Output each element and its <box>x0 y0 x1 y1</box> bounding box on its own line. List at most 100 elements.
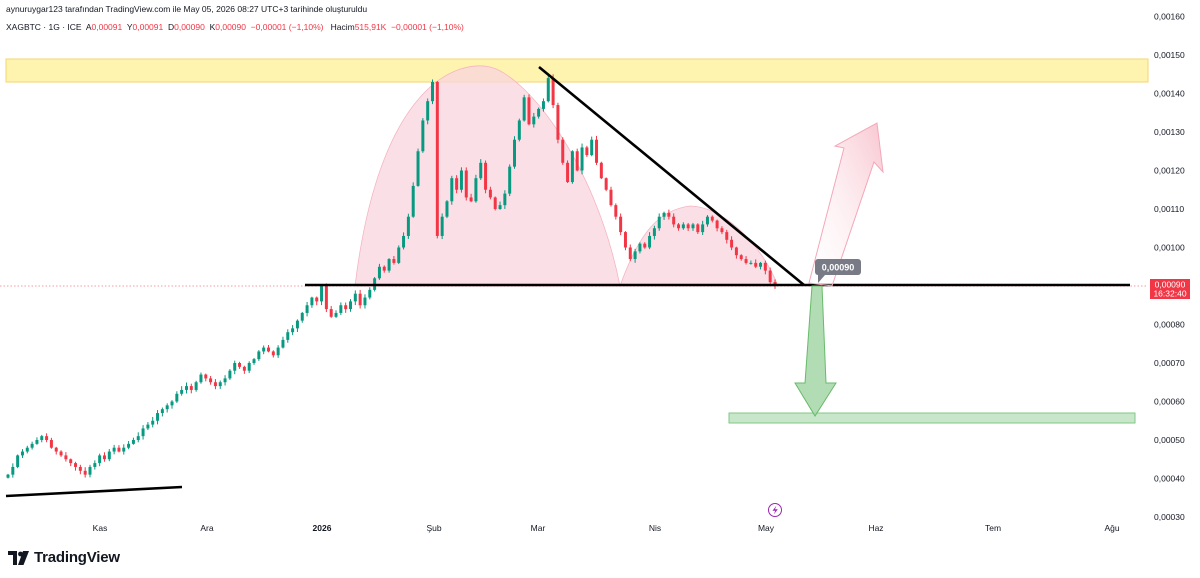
target-zone[interactable] <box>728 412 1136 424</box>
candle-up[interactable] <box>93 463 97 467</box>
candle-down[interactable] <box>315 297 319 302</box>
candle-down[interactable] <box>696 224 700 233</box>
candle-up[interactable] <box>295 320 299 329</box>
candle-up[interactable] <box>517 120 521 140</box>
candle-up[interactable] <box>160 409 164 414</box>
candle-up[interactable] <box>416 151 420 186</box>
candle-up[interactable] <box>20 451 24 456</box>
candle-up[interactable] <box>440 216 444 236</box>
candle-down[interactable] <box>556 105 560 140</box>
candle-down[interactable] <box>484 162 488 190</box>
candle-up[interactable] <box>546 78 550 102</box>
candle-down[interactable] <box>488 189 492 198</box>
candle-down[interactable] <box>599 162 603 179</box>
price-axis[interactable]: 0,00160 0,00150 0,00140 0,00130 0,00120 0,001… <box>1154 12 1185 523</box>
candle-up[interactable] <box>705 216 709 225</box>
candle-down[interactable] <box>49 440 53 448</box>
candle-down[interactable] <box>213 382 217 387</box>
candle-up[interactable] <box>252 359 256 363</box>
candle-up[interactable] <box>25 447 29 452</box>
candle-up[interactable] <box>474 178 478 202</box>
candle-up[interactable] <box>377 266 381 279</box>
candle-up[interactable] <box>522 97 526 121</box>
candle-up[interactable] <box>98 455 102 464</box>
candle-up[interactable] <box>184 386 188 390</box>
candle-up[interactable] <box>450 178 454 202</box>
candle-down[interactable] <box>744 259 748 263</box>
candle-down[interactable] <box>59 451 63 456</box>
candle-down[interactable] <box>78 466 82 471</box>
candle-up[interactable] <box>247 363 251 371</box>
candle-up[interactable] <box>363 297 367 306</box>
candle-up[interactable] <box>175 393 179 402</box>
candle-up[interactable] <box>638 243 642 252</box>
tradingview-logo[interactable]: TradingView <box>8 549 120 566</box>
candle-down[interactable] <box>209 378 213 383</box>
candle-up[interactable] <box>580 147 584 171</box>
candle-down[interactable] <box>204 374 208 379</box>
candle-down[interactable] <box>435 81 439 236</box>
candle-up[interactable] <box>291 328 295 333</box>
candle-down[interactable] <box>455 178 459 190</box>
candle-up[interactable] <box>570 151 574 183</box>
candle-up[interactable] <box>368 289 372 298</box>
candle-down[interactable] <box>527 97 531 125</box>
candle-down[interactable] <box>102 455 106 460</box>
candle-down[interactable] <box>754 262 758 267</box>
candle-up[interactable] <box>310 297 314 306</box>
candle-up[interactable] <box>513 139 517 167</box>
time-axis[interactable]: Kas Ara 2026 Şub Mar Nis May Haz Tem Ağu <box>93 523 1120 533</box>
candle-up[interactable] <box>459 170 463 190</box>
candle-up[interactable] <box>141 428 145 437</box>
candle-up[interactable] <box>749 262 753 264</box>
candle-down[interactable] <box>715 220 719 229</box>
candle-up[interactable] <box>339 305 343 313</box>
candle-up[interactable] <box>445 201 449 217</box>
candle-up[interactable] <box>691 224 695 229</box>
candle-down[interactable] <box>189 386 193 390</box>
candle-up[interactable] <box>633 251 637 260</box>
candle-down[interactable] <box>64 455 68 460</box>
candle-up[interactable] <box>199 374 203 383</box>
candle-up[interactable] <box>532 116 536 125</box>
candle-up[interactable] <box>406 216 410 236</box>
candle-down[interactable] <box>614 205 618 217</box>
candle-down[interactable] <box>725 232 729 240</box>
candle-up[interactable] <box>151 420 155 425</box>
price-annotation[interactable]: 0,00090 <box>815 259 861 283</box>
candle-down[interactable] <box>117 447 121 452</box>
candle-down[interactable] <box>238 363 242 367</box>
candle-down[interactable] <box>643 243 647 248</box>
candle-down[interactable] <box>329 309 333 317</box>
candle-down[interactable] <box>628 247 632 260</box>
candle-up[interactable] <box>541 101 545 109</box>
candle-up[interactable] <box>662 212 666 217</box>
candle-up[interactable] <box>657 216 661 229</box>
candle-down[interactable] <box>710 216 714 221</box>
descending-trendline[interactable] <box>538 65 805 287</box>
candle-down[interactable] <box>575 151 579 171</box>
candle-up[interactable] <box>286 332 290 340</box>
candle-up[interactable] <box>421 120 425 152</box>
candle-up[interactable] <box>431 81 434 102</box>
candle-up[interactable] <box>349 301 352 310</box>
candle-down[interactable] <box>324 286 328 310</box>
candle-down[interactable] <box>734 247 738 256</box>
candle-up[interactable] <box>652 228 656 236</box>
candle-up[interactable] <box>16 455 20 467</box>
candle-down[interactable] <box>464 170 468 198</box>
candle-down[interactable] <box>686 224 690 229</box>
candle-up[interactable] <box>30 443 34 448</box>
candle-down[interactable] <box>677 224 681 229</box>
candle-up[interactable] <box>353 293 357 302</box>
candle-up[interactable] <box>107 451 111 460</box>
candle-up[interactable] <box>180 389 184 394</box>
candle-down[interactable] <box>242 366 246 371</box>
candle-down[interactable] <box>344 305 348 310</box>
candle-up[interactable] <box>701 224 705 233</box>
candle-down[interactable] <box>83 470 87 475</box>
candle-up[interactable] <box>257 351 261 360</box>
candle-down[interactable] <box>45 436 49 440</box>
candle-up[interactable] <box>759 262 763 267</box>
candle-down[interactable] <box>469 197 473 202</box>
